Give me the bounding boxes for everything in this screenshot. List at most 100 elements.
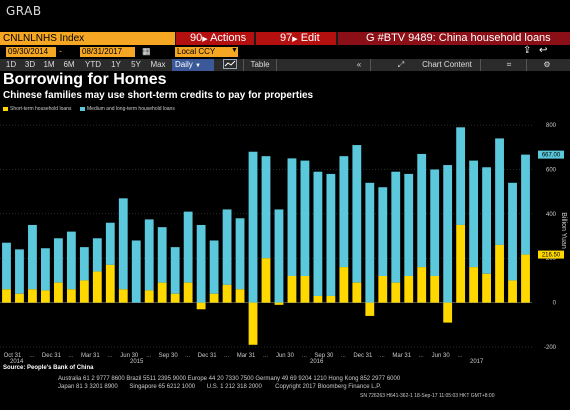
x-tick-dots: ... (146, 353, 151, 359)
source-note: Source: People's Bank of China (3, 365, 94, 371)
period-1y[interactable]: 1Y (111, 60, 121, 69)
period-6m[interactable]: 6M (63, 60, 75, 69)
footer-contacts-1: Australia 61 2 9777 8600 Brazil 5511 239… (58, 376, 401, 382)
edit-label: Edit (300, 32, 320, 44)
end-date-field[interactable]: 08/31/2017 (80, 47, 135, 57)
bar-short-term (365, 302, 375, 316)
bar-short-term (41, 290, 50, 303)
frequency-label: Daily (175, 60, 193, 69)
period-5y[interactable]: 5Y (131, 60, 141, 69)
chart-content-icon[interactable]: ⤢ (397, 60, 405, 69)
actions-label: Actions (210, 32, 247, 44)
toolbar-divider (276, 59, 277, 71)
y-tick-label: -200 (544, 345, 557, 351)
bar-short-term (404, 275, 414, 303)
period-max[interactable]: Max (150, 60, 166, 69)
bar-medium-long (53, 238, 63, 283)
x-tick-dots: ... (341, 353, 346, 359)
bar-medium-long (287, 158, 297, 276)
edit-arrow-icon: ▶ (292, 36, 298, 43)
actions-arrow-icon: ▶ (202, 36, 208, 43)
toolbar-divider (526, 59, 527, 71)
frequency-select[interactable]: Daily ▼ (172, 59, 214, 71)
gear-icon[interactable]: ⚙ (543, 60, 551, 69)
x-tick-dots: ... (224, 353, 229, 359)
chart-title: Borrowing for Homes (3, 71, 167, 88)
bar-medium-long (144, 219, 154, 291)
bar-short-term (391, 282, 401, 303)
chart-content-button[interactable]: Chart Content (422, 60, 472, 69)
x-tick-dots: ... (185, 353, 190, 359)
bar-short-term (495, 244, 504, 303)
btv-headline[interactable]: G #BTV 9489: China household loans (338, 32, 570, 45)
bar-medium-long (235, 218, 245, 290)
bar-short-term (469, 267, 479, 303)
bar-short-term (508, 280, 517, 303)
calendar-icon[interactable]: ▦ (142, 46, 151, 56)
chart-subtitle: Chinese families may use short-term cred… (3, 90, 314, 101)
chevron-down-icon[interactable]: ▼ (231, 47, 238, 54)
bar-medium-long (79, 247, 89, 281)
bar-medium-long (92, 238, 102, 272)
bar-short-term (2, 289, 11, 303)
collapse-icon[interactable]: « (356, 60, 362, 69)
x-tick-dots: ... (419, 353, 424, 359)
y-tick-label: 0 (553, 301, 557, 307)
bar-short-term (378, 275, 388, 303)
bar-medium-long (157, 227, 167, 283)
back-arrow-icon[interactable]: ↩ (539, 45, 548, 56)
table-button[interactable]: Table (250, 60, 270, 69)
bar-short-term (521, 254, 530, 303)
x-tick-dots: ... (29, 353, 34, 359)
bar-short-term (53, 282, 63, 303)
bar-short-term (300, 275, 310, 303)
period-ytd[interactable]: YTD (85, 60, 101, 69)
bar-medium-long (365, 182, 375, 303)
edit-menu[interactable]: 97▶ Edit (256, 32, 336, 45)
bar-medium-long (404, 173, 414, 276)
bar-medium-long (261, 156, 271, 259)
x-tick-label: Jun 30 (432, 353, 451, 359)
line-chart-icon[interactable] (220, 59, 240, 71)
x-tick-label: Mar 31 (392, 353, 411, 359)
bar-medium-long (183, 211, 193, 283)
bar-medium-long (313, 171, 323, 296)
chart-type-icon[interactable]: ⌗ (506, 60, 512, 69)
currency-select[interactable]: Local CCY (175, 47, 238, 57)
bar-medium-long (274, 209, 284, 303)
bar-medium-long (222, 209, 232, 285)
share-icon[interactable]: ⇪ (523, 45, 532, 56)
bar-short-term (209, 293, 219, 303)
bar-short-term (170, 293, 180, 303)
bar-medium-long (105, 222, 115, 265)
x-tick-label: Sep 30 (159, 353, 179, 359)
period-1m[interactable]: 1M (43, 60, 55, 69)
ticker-field[interactable]: CNLNLNHS Index (0, 32, 175, 45)
start-date-field[interactable]: 09/30/2014 (6, 47, 56, 57)
toolbar-divider (480, 59, 481, 71)
bar-medium-long (378, 187, 388, 276)
bar-short-term (15, 293, 24, 303)
bar-medium-long (326, 173, 336, 296)
footer-session: SN 726263 H641-362-1 18-Sep-17 11:05:03 … (360, 393, 495, 399)
actions-menu[interactable]: 90▶ Actions (176, 32, 254, 45)
x-tick-label: Oct 31 (4, 353, 22, 359)
year-label: 2014 (10, 359, 24, 365)
toolbar-divider (243, 59, 244, 71)
y-tick-label: 200 (546, 256, 557, 262)
bar-medium-long (482, 167, 491, 274)
bar-short-term (28, 289, 37, 303)
period-1d[interactable]: 1D (5, 60, 17, 69)
year-label: 2017 (470, 359, 484, 365)
x-tick-dots: ... (302, 353, 307, 359)
bar-medium-long (391, 171, 401, 283)
x-tick-label: Dec 31 (42, 353, 62, 359)
last-value-medium-long: 667.00 (542, 153, 561, 159)
period-3d[interactable]: 3D (24, 60, 36, 69)
chart-toolbar (0, 59, 570, 71)
date-row (0, 46, 570, 58)
bar-medium-long (456, 127, 466, 225)
x-tick-dots: ... (380, 353, 385, 359)
bar-short-term (183, 282, 193, 303)
x-tick-label: Mar 31 (81, 353, 100, 359)
